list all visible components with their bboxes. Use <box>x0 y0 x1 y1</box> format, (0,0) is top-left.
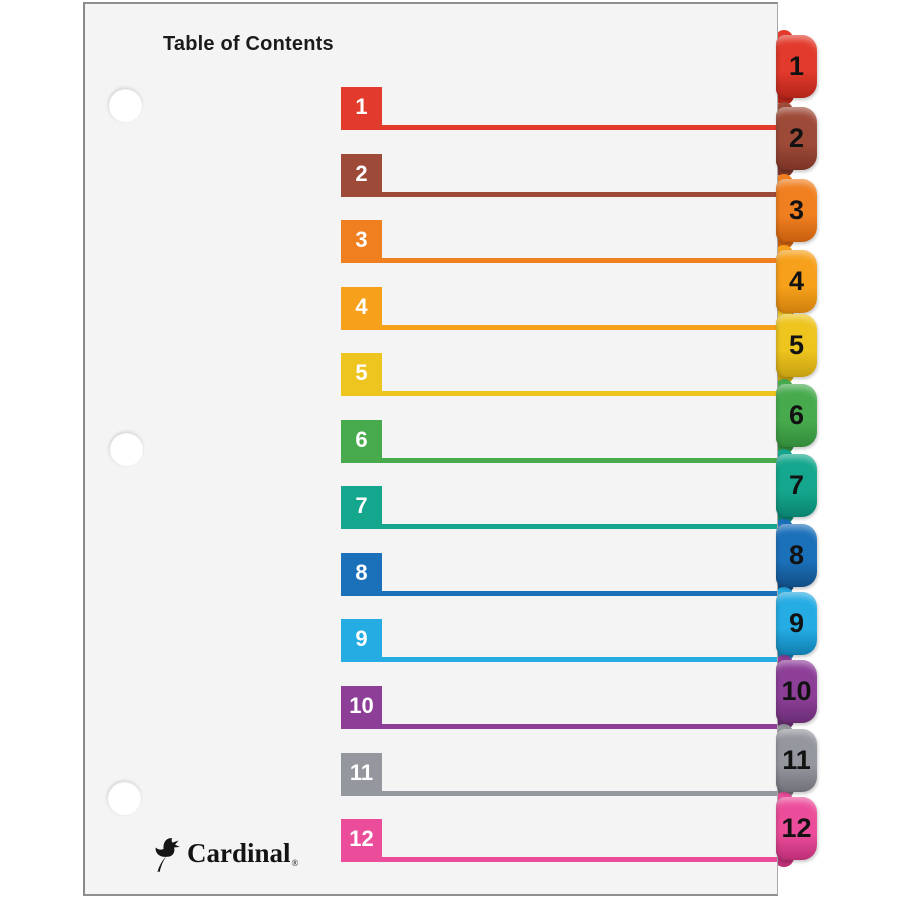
index-tab: 12 <box>774 792 817 867</box>
toc-row-line <box>382 857 777 862</box>
index-tab-number: 6 <box>788 400 805 430</box>
toc-row-line <box>382 724 777 729</box>
brand-logo: Cardinal ® <box>151 832 298 874</box>
toc-row-number-box: 1 <box>341 87 382 130</box>
toc-row-number-box: 2 <box>341 154 382 197</box>
index-tab-number: 2 <box>788 123 805 153</box>
brand-name: Cardinal <box>187 837 291 868</box>
index-tab: 5 <box>774 309 817 384</box>
punch-hole <box>108 782 141 815</box>
toc-row: 7 <box>341 486 777 529</box>
toc-row-number-box: 8 <box>341 553 382 596</box>
index-tab-number: 10 <box>781 676 812 706</box>
toc-row: 10 <box>341 686 777 729</box>
toc-rows: 1 2 3 4 5 6 7 8 9 10 11 12 <box>85 4 777 894</box>
toc-row-number: 10 <box>349 692 374 718</box>
toc-row-number: 4 <box>355 293 368 319</box>
index-tab-number: 4 <box>788 266 805 296</box>
index-tab-number: 12 <box>781 813 812 843</box>
index-tab-number: 11 <box>782 745 811 775</box>
toc-row-number-box: 11 <box>341 753 382 796</box>
toc-row-number-box: 6 <box>341 420 382 463</box>
toc-row: 4 <box>341 287 777 330</box>
toc-row: 2 <box>341 154 777 197</box>
registered-mark: ® <box>291 858 299 868</box>
index-tab-number: 5 <box>788 330 805 360</box>
index-tab-number: 3 <box>788 195 805 225</box>
index-tab: 11 <box>774 724 817 799</box>
index-tab: 4 <box>774 245 817 320</box>
toc-row-number: 7 <box>355 492 368 518</box>
page-title: Table of Contents <box>163 33 334 55</box>
index-tab-number: 8 <box>788 540 805 570</box>
toc-row-number-box: 7 <box>341 486 382 529</box>
index-tab-number: 9 <box>788 608 805 638</box>
toc-row-number: 11 <box>349 759 374 785</box>
toc-row-line <box>382 391 777 396</box>
toc-row-number: 1 <box>355 93 368 119</box>
toc-row-line <box>382 524 777 529</box>
toc-row-number-box: 5 <box>341 353 382 396</box>
punch-hole <box>109 89 142 122</box>
toc-row: 5 <box>341 353 777 396</box>
divider-sheet: Table of Contents 1 2 3 4 5 6 7 8 9 10 11 12 Cardin… <box>83 2 778 896</box>
toc-row-number: 12 <box>349 825 374 851</box>
cardinal-bird-icon <box>155 837 180 872</box>
toc-row: 1 <box>341 87 777 130</box>
toc-row-line <box>382 258 777 263</box>
index-tab: 10 <box>774 655 817 730</box>
toc-row-line <box>382 657 777 662</box>
toc-row-number: 2 <box>355 160 368 186</box>
toc-row-number: 6 <box>355 426 368 452</box>
punch-hole <box>110 433 143 466</box>
toc-row-line <box>382 791 777 796</box>
toc-row-number: 8 <box>355 559 368 585</box>
toc-row: 9 <box>341 619 777 662</box>
index-tab: 8 <box>774 519 817 594</box>
toc-row-line <box>382 125 777 130</box>
index-tab: 9 <box>774 587 817 662</box>
toc-row-line <box>382 591 777 596</box>
toc-row: 8 <box>341 553 777 596</box>
toc-row: 12 <box>341 819 777 862</box>
toc-row-line <box>382 458 777 463</box>
index-tab: 7 <box>774 449 817 524</box>
toc-row-number: 9 <box>355 625 368 651</box>
toc-row-line <box>382 192 777 197</box>
toc-row-number: 3 <box>355 226 368 252</box>
index-tab: 1 <box>774 30 817 105</box>
toc-row-number-box: 3 <box>341 220 382 263</box>
toc-row: 11 <box>341 753 777 796</box>
toc-row-number: 5 <box>355 359 368 385</box>
index-tab: 2 <box>774 102 817 177</box>
toc-row-number-box: 4 <box>341 287 382 330</box>
toc-row: 6 <box>341 420 777 463</box>
toc-row-number-box: 9 <box>341 619 382 662</box>
toc-row-number-box: 10 <box>341 686 382 729</box>
toc-row-line <box>382 325 777 330</box>
toc-row: 3 <box>341 220 777 263</box>
index-tab: 6 <box>774 379 817 454</box>
index-tab: 3 <box>774 174 817 249</box>
index-tab-number: 1 <box>788 51 805 81</box>
index-tab-number: 7 <box>788 470 805 500</box>
toc-row-number-box: 12 <box>341 819 382 862</box>
